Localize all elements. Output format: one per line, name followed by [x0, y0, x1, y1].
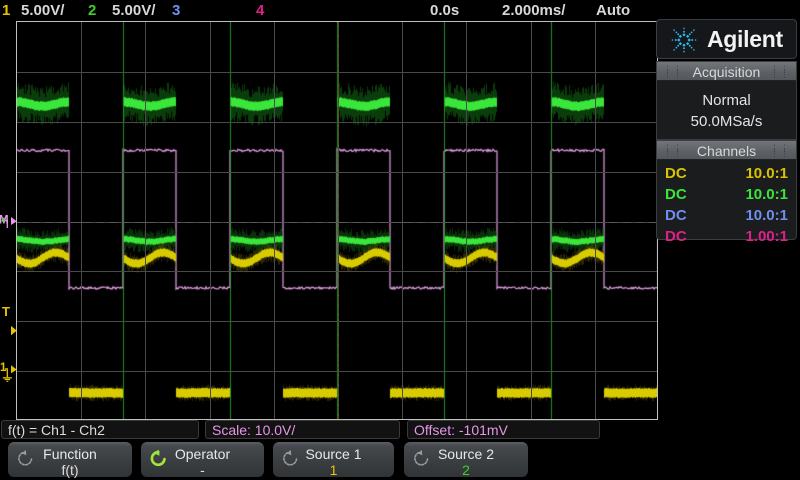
svg-text:4: 4 — [1, 218, 5, 225]
svg-text:1: 1 — [0, 362, 7, 374]
svg-text:T: T — [2, 305, 10, 319]
